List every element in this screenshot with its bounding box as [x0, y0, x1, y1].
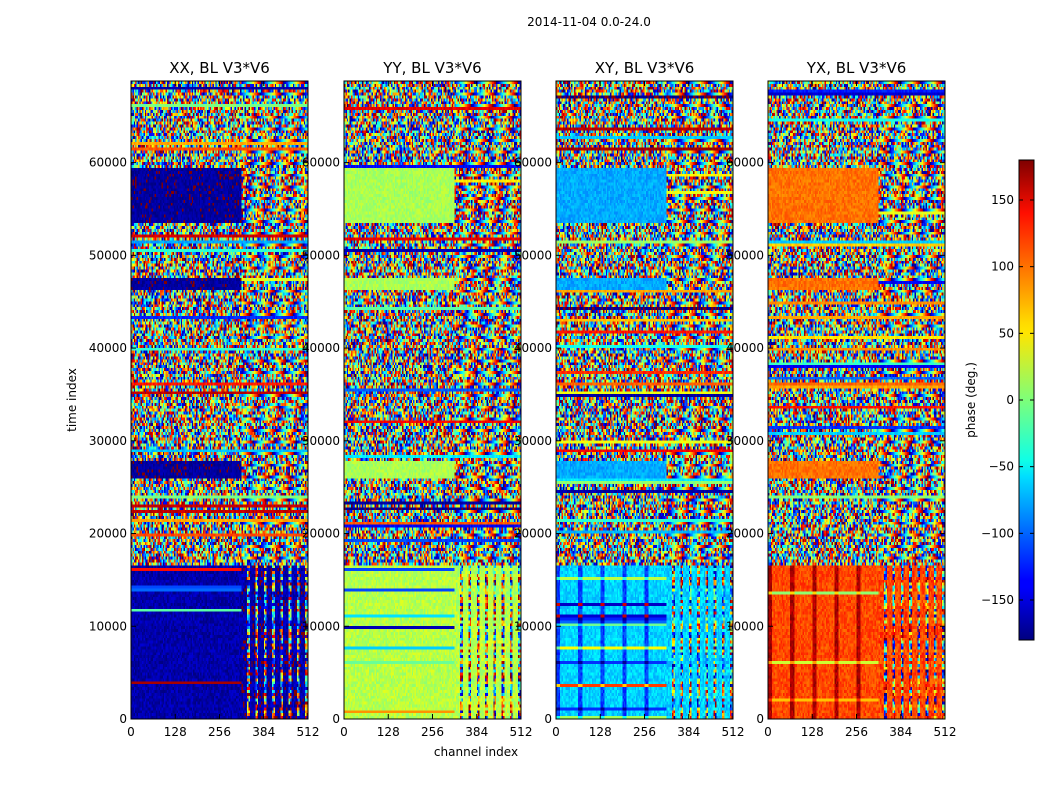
x-tick-label: 512: [297, 725, 320, 739]
y-tick-label: 10000: [514, 619, 552, 633]
x-tick-label: 512: [934, 725, 957, 739]
y-tick-label: 40000: [726, 341, 764, 355]
x-tick-label: 512: [510, 725, 533, 739]
y-tick-label: 60000: [302, 156, 340, 170]
heatmap-panels: XX, BL V3*V6 0 128 256 384 512 0 10000 20000 3000…: [89, 59, 957, 739]
x-tick-label: 128: [164, 725, 187, 739]
panel-title: XX, BL V3*V6: [169, 59, 270, 77]
y-tick-label: 50000: [302, 248, 340, 262]
colorbar-tick-label: 50: [999, 326, 1014, 340]
y-tick-label: 40000: [514, 341, 552, 355]
x-tick-label: 256: [208, 725, 231, 739]
heatmap-image: [344, 81, 521, 719]
x-tick-label: 384: [465, 725, 488, 739]
heatmap-image: [131, 81, 308, 719]
colorbar-tick-label: −150: [981, 593, 1014, 607]
colorbar-tick-label: 150: [991, 193, 1014, 207]
y-axis-label: time index: [65, 368, 79, 432]
y-tick-label: 60000: [726, 156, 764, 170]
x-tick-label: 0: [764, 725, 772, 739]
x-tick-label: 256: [421, 725, 444, 739]
y-tick-label: 40000: [302, 341, 340, 355]
y-tick-label: 60000: [89, 156, 127, 170]
colorbar-ticks: −150 −100 −50 0 50 100 150: [981, 193, 1034, 607]
colorbar: −150 −100 −50 0 50 100 150 phase (deg.): [964, 159, 1035, 641]
colorbar-tick-label: −50: [989, 460, 1014, 474]
y-tick-label: 0: [544, 712, 552, 726]
panel-1: YY, BL V3*V6 0 128 256 384 512 0 10000 20000 3000…: [302, 59, 533, 739]
x-tick-label: 384: [252, 725, 275, 739]
x-tick-label: 128: [377, 725, 400, 739]
y-tick-label: 50000: [514, 248, 552, 262]
colorbar-tick-label: −100: [981, 526, 1014, 540]
x-tick-label: 256: [633, 725, 656, 739]
colorbar-label: phase (deg.): [964, 362, 978, 438]
y-tick-label: 0: [119, 712, 127, 726]
x-tick-label: 0: [552, 725, 560, 739]
panel-0: XX, BL V3*V6 0 128 256 384 512 0 10000 20000 3000…: [89, 59, 320, 739]
x-tick-label: 0: [127, 725, 135, 739]
colorbar-tick-label: 0: [1006, 393, 1014, 407]
x-tick-label: 384: [677, 725, 700, 739]
colorbar-tick-label: 100: [991, 260, 1014, 274]
y-tick-label: 30000: [89, 434, 127, 448]
panel-title: XY, BL V3*V6: [595, 59, 695, 77]
panel-title: YY, BL V3*V6: [382, 59, 481, 77]
heatmap-image: [556, 81, 733, 719]
y-tick-label: 10000: [302, 619, 340, 633]
y-tick-label: 20000: [302, 527, 340, 541]
y-tick-label: 20000: [89, 527, 127, 541]
y-tick-label: 30000: [726, 434, 764, 448]
panel-2: XY, BL V3*V6 0 128 256 384 512 0 10000 20000 3000…: [514, 59, 745, 739]
x-tick-label: 256: [845, 725, 868, 739]
y-tick-label: 10000: [89, 619, 127, 633]
panel-title: YX, BL V3*V6: [806, 59, 907, 77]
x-tick-label: 128: [589, 725, 612, 739]
y-tick-label: 0: [756, 712, 764, 726]
y-tick-label: 30000: [302, 434, 340, 448]
panel-3: YX, BL V3*V6 0 128 256 384 512 0 10000 20000 3000…: [726, 59, 957, 739]
x-tick-label: 512: [722, 725, 745, 739]
x-tick-label: 384: [889, 725, 912, 739]
y-tick-label: 20000: [514, 527, 552, 541]
x-tick-label: 128: [801, 725, 824, 739]
y-tick-label: 0: [332, 712, 340, 726]
y-tick-label: 40000: [89, 341, 127, 355]
y-tick-label: 30000: [514, 434, 552, 448]
heatmap-image: [768, 81, 945, 719]
y-tick-label: 60000: [514, 156, 552, 170]
x-axis-label: channel index: [434, 745, 518, 759]
y-tick-label: 50000: [89, 248, 127, 262]
figure-suptitle: 2014-11-04 0.0-24.0: [527, 15, 651, 29]
y-tick-label: 10000: [726, 619, 764, 633]
x-tick-label: 0: [340, 725, 348, 739]
y-tick-label: 50000: [726, 248, 764, 262]
y-tick-label: 20000: [726, 527, 764, 541]
